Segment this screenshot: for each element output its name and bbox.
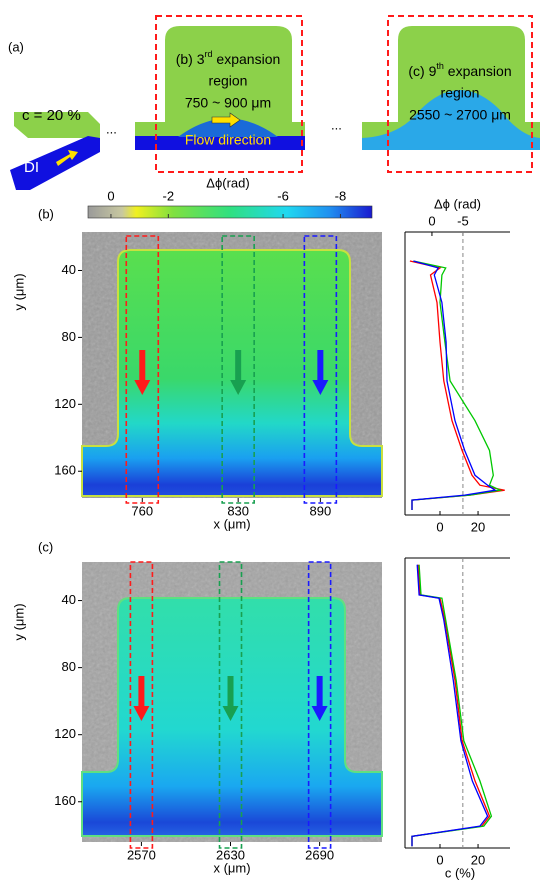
column-box [221, 235, 255, 504]
di-label: DI [24, 159, 39, 176]
flow-arrow [211, 112, 241, 128]
column-arrow [230, 350, 247, 395]
region-box [155, 15, 303, 173]
x-tick-label: 0 [436, 519, 443, 534]
channel-phase [81, 249, 383, 497]
x-axis-label: x (μm) [213, 516, 250, 531]
x-tick-label: 2570 [127, 847, 156, 862]
di-arrow [56, 150, 78, 166]
colorbar-tick-label: -2 [163, 188, 175, 203]
column-box [307, 561, 332, 849]
region-range: 750 ~ 900 μm [185, 95, 271, 111]
x-top-axis-label: Δϕ (rad) [434, 196, 481, 211]
colorbar-tick-label: -8 [335, 188, 347, 203]
column-arrow [133, 676, 150, 721]
x-tick-label: 20 [471, 852, 485, 867]
y-tick-label: 120 [54, 726, 76, 741]
region-title: (b) 3rd expansion [176, 49, 281, 66]
colorbar-label: Δϕ(rad) [206, 175, 249, 190]
panel-label: (b) [38, 206, 54, 221]
y-tick-label: 80 [62, 659, 76, 674]
column-arrow [311, 676, 328, 721]
profile-line [411, 564, 489, 847]
y-axis-label: y (μm) [11, 273, 26, 310]
x-tick-label: 2630 [216, 847, 245, 862]
column-arrow [134, 350, 151, 395]
y-tick-label: 160 [54, 793, 76, 808]
colorbar-tick-label: -6 [277, 188, 289, 203]
x-axis-label: c (%) [445, 865, 475, 880]
inlet-di [10, 136, 100, 190]
column-box [218, 561, 243, 849]
panel-label: (c) [38, 539, 53, 554]
y-tick-label: 160 [54, 463, 76, 478]
inlet-sample [14, 112, 100, 138]
region-title: (c) 9th expansion [408, 61, 511, 78]
column-box [125, 235, 160, 504]
concentration-label: c = 20 % [22, 107, 81, 124]
column-box [303, 235, 338, 504]
flow-label: Flow direction [185, 132, 271, 148]
column-box [129, 561, 154, 849]
region-range: 2550 ~ 2700 μm [409, 107, 511, 123]
colorbar [87, 205, 373, 219]
panel-label: (a) [8, 39, 24, 54]
region-text: region [441, 85, 480, 101]
column-arrow [312, 350, 329, 395]
region-prefix: (b) 3 [176, 51, 205, 67]
region-sup: th [436, 61, 444, 71]
ellipsis: ... [331, 117, 342, 132]
y-tick-label: 80 [62, 329, 76, 344]
region-suffix: expansion [444, 63, 512, 79]
mixed-dome [362, 90, 540, 150]
profile-line [411, 260, 503, 510]
colorbar-tick-label: 0 [107, 188, 114, 203]
x-tick-label: 830 [227, 503, 249, 518]
region-sup: rd [205, 49, 213, 59]
di-dome [178, 118, 278, 137]
x-top-tick-label: -5 [457, 213, 469, 228]
y-axis-label: y (μm) [11, 603, 26, 640]
expansion-c [398, 26, 525, 125]
profile-line [411, 564, 491, 847]
schematic: (a) c = 20 % DI ... ... Flow direction (… [8, 15, 540, 190]
region-text: region [209, 73, 248, 89]
x-top-tick-label: 0 [428, 213, 435, 228]
x-axis-label: x (μm) [213, 860, 250, 875]
y-tick-label: 40 [62, 262, 76, 277]
region-prefix: (c) 9 [408, 63, 436, 79]
x-tick-label: 890 [310, 503, 332, 518]
ellipsis: ... [106, 121, 117, 136]
phase-image [81, 562, 383, 842]
channel-di [135, 136, 305, 150]
x-tick-label: 2690 [305, 847, 334, 862]
x-tick-label: 760 [131, 503, 153, 518]
phase-image [81, 232, 383, 498]
column-arrow [222, 676, 239, 721]
profile-line [409, 260, 505, 510]
x-tick-label: 0 [436, 852, 443, 867]
x-tick-label: 20 [471, 519, 485, 534]
profile-line [411, 564, 493, 847]
y-tick-label: 120 [54, 396, 76, 411]
region-suffix: expansion [213, 51, 281, 67]
region-box [387, 15, 533, 173]
profile-line [411, 260, 497, 510]
y-tick-label: 40 [62, 592, 76, 607]
expansion-b [165, 26, 292, 125]
